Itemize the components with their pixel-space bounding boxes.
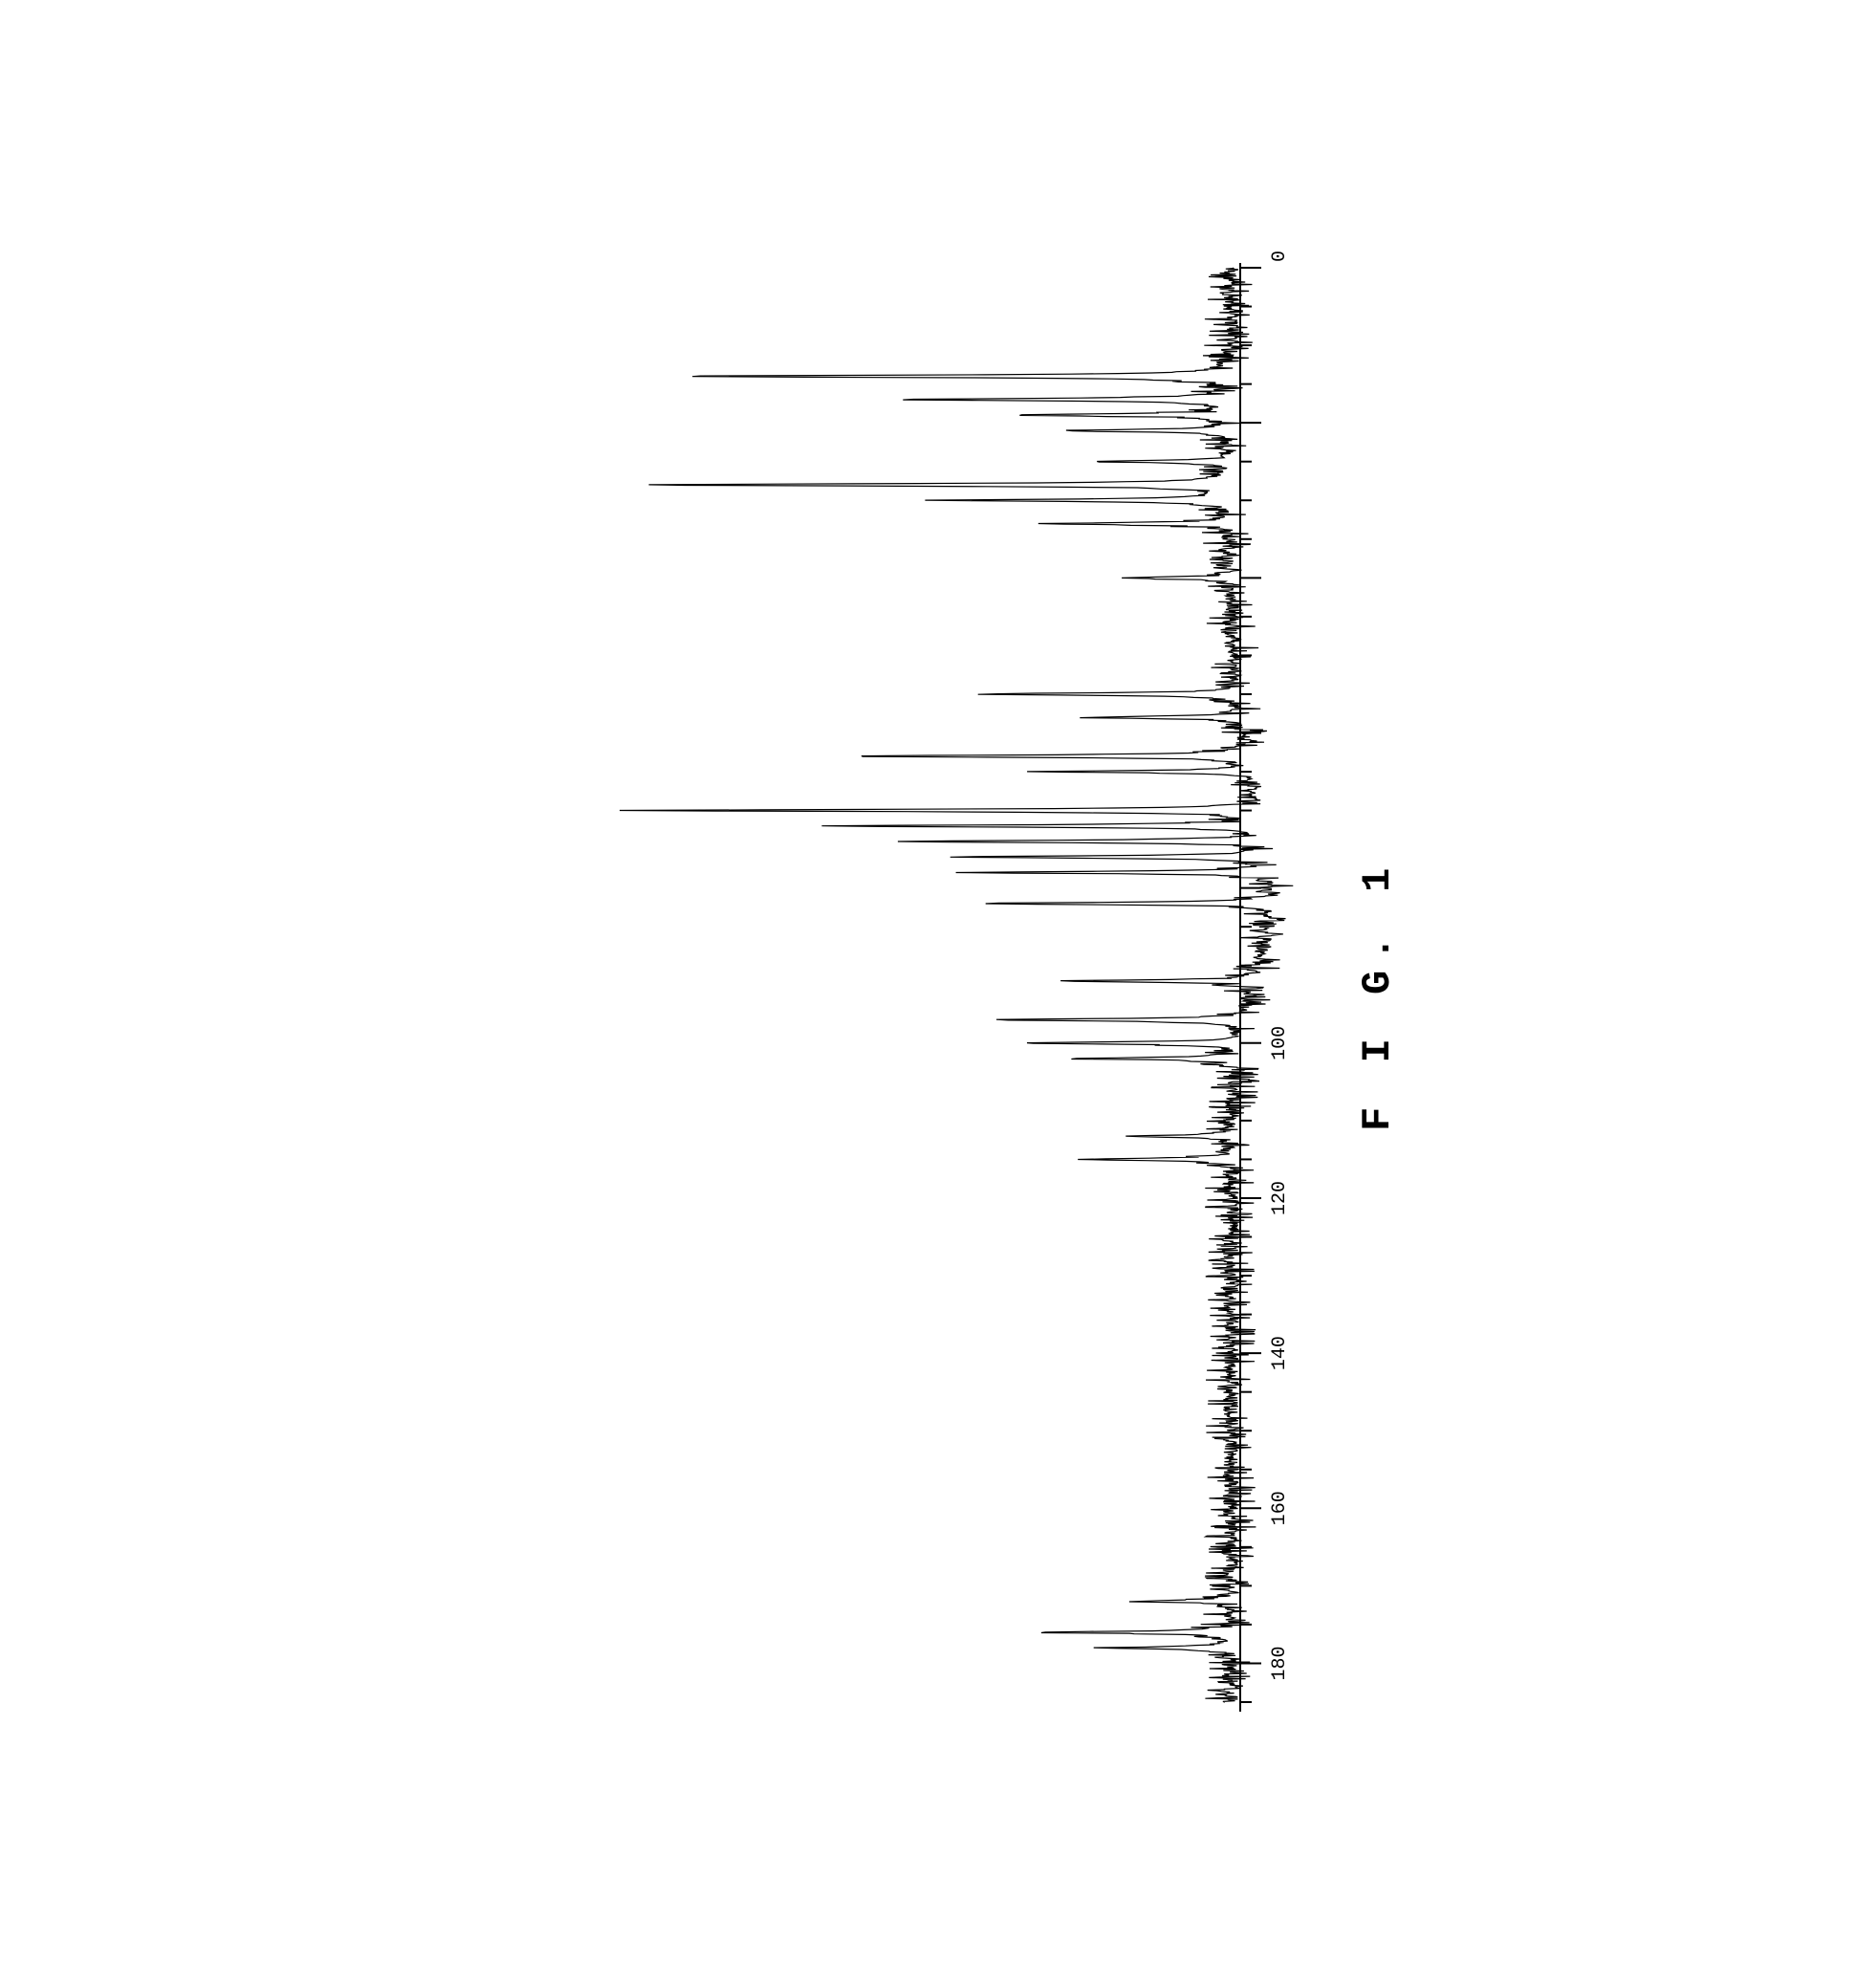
x-tick-label: 160 [1269,1491,1291,1525]
x-tick-label: 180 [1269,1646,1291,1680]
figure-caption: F I G. 1 [1355,229,1401,1759]
x-tick-label: 0 [1269,250,1291,261]
x-tick-label: 100 [1269,1025,1291,1060]
spectrum-plot: 100 120 140 160 180 0 [456,229,1317,1759]
x-tick-label: 140 [1269,1336,1291,1370]
x-tick-label: 120 [1269,1180,1291,1214]
spectrum-trace [620,268,1293,1702]
